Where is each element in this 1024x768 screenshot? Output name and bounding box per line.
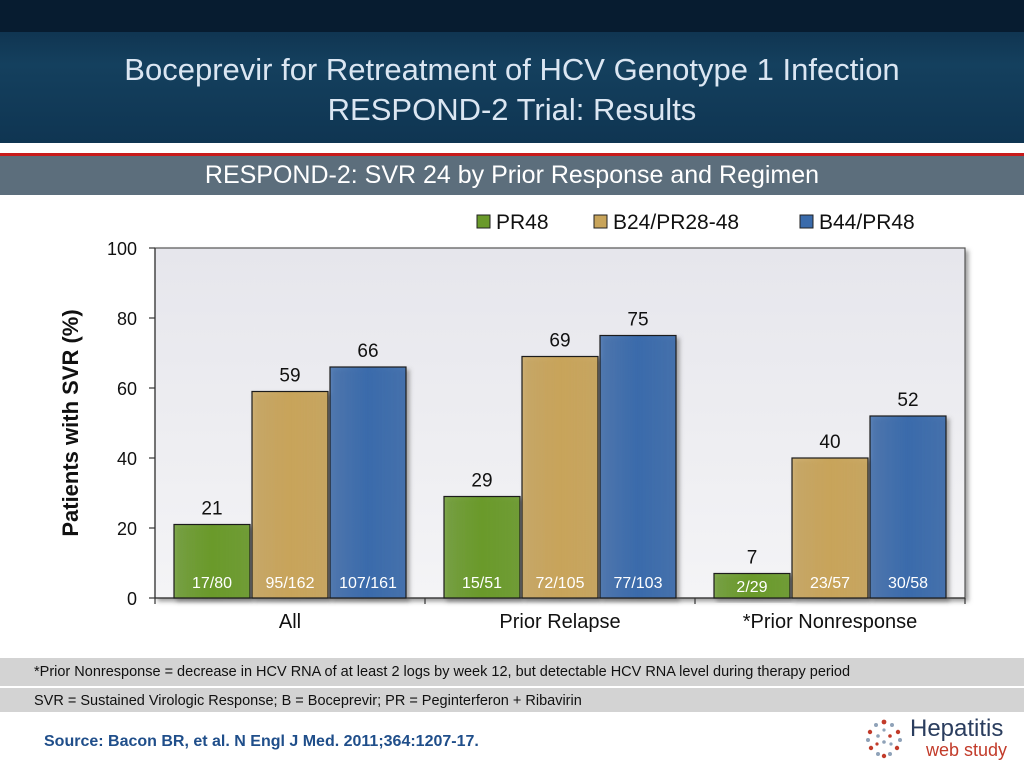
bar-pr48 <box>173 523 251 599</box>
footnote-abbreviations: SVR = Sustained Virologic Response; B = … <box>0 686 1024 712</box>
legend-swatch <box>593 214 608 229</box>
bar-value-label: 59 <box>279 366 300 387</box>
bar-fraction-label: 30/58 <box>888 575 928 592</box>
bar-value-label: 52 <box>897 390 918 411</box>
logo-text-web-study: web study <box>926 740 1008 760</box>
bar-pr48 <box>443 495 521 599</box>
header-top-band <box>0 0 1024 32</box>
header-separator <box>0 143 1024 153</box>
slide-title-line1: Boceprevir for Retreatment of HCV Genoty… <box>124 52 900 87</box>
logo-text-hepatitis: Hepatitis <box>910 715 1004 742</box>
bar-fraction-label: 2/29 <box>736 579 767 596</box>
y-tick-label: 20 <box>117 519 137 539</box>
slide-header: Boceprevir for Retreatment of HCV Genoty… <box>0 0 1024 143</box>
logo-dots-icon <box>866 719 902 759</box>
x-category-label: All <box>279 611 301 633</box>
bar-value-label: 66 <box>357 341 378 362</box>
legend-label: PR48 <box>496 211 549 234</box>
bar-fraction-label: 107/161 <box>339 575 397 592</box>
bar-b44-pr48 <box>869 415 947 599</box>
y-tick-label: 60 <box>117 379 137 399</box>
slide-title-line2: RESPOND-2 Trial: Results <box>327 92 697 127</box>
hepatitis-web-study-logo: Hepatitis web study <box>862 714 1012 762</box>
bar-fraction-label: 23/57 <box>810 575 850 592</box>
legend-swatch <box>476 214 491 229</box>
chart-subtitle: RESPOND-2: SVR 24 by Prior Response and … <box>0 156 1024 195</box>
bar-b24-pr28-48 <box>251 390 329 599</box>
bar-value-label: 40 <box>819 432 840 453</box>
bar-b44-pr48 <box>599 334 677 599</box>
legend-swatch <box>799 214 814 229</box>
bar-b44-pr48 <box>329 366 407 599</box>
bar-fraction-label: 17/80 <box>192 575 232 592</box>
bar-fraction-label: 15/51 <box>462 575 502 592</box>
y-axis-title: Patients with SVR (%) <box>58 309 83 536</box>
bar-value-label: 69 <box>549 331 570 352</box>
bar-value-label: 21 <box>201 499 222 520</box>
legend-label: B24/PR28-48 <box>613 211 739 234</box>
svr-bar-chart: 0 20 40 60 80 100 Patients with SVR (%) 21 17/80… <box>58 211 966 633</box>
bar-value-label: 29 <box>471 471 492 492</box>
bar-fraction-label: 72/105 <box>536 575 585 592</box>
y-tick-label: 0 <box>127 589 137 609</box>
bar-pr48 <box>713 572 791 599</box>
legend-label: B44/PR48 <box>819 211 915 234</box>
source-citation: Source: Bacon BR, et al. N Engl J Med. 2… <box>44 733 479 750</box>
y-tick-label: 40 <box>117 449 137 469</box>
bar-value-label: 7 <box>747 548 758 569</box>
x-category-label: *Prior Nonresponse <box>743 611 918 633</box>
header-red-rule <box>0 153 1024 156</box>
x-category-label: Prior Relapse <box>499 611 620 633</box>
y-tick-label: 100 <box>107 239 137 259</box>
footnote-nonresponse: *Prior Nonresponse = decrease in HCV RNA… <box>0 658 1024 686</box>
y-tick-label: 80 <box>117 309 137 329</box>
bar-fraction-label: 95/162 <box>266 575 315 592</box>
bar-b24-pr28-48 <box>791 457 869 599</box>
bar-value-label: 75 <box>627 310 648 331</box>
bar-b24-pr28-48 <box>521 355 599 599</box>
bar-fraction-label: 77/103 <box>614 575 663 592</box>
